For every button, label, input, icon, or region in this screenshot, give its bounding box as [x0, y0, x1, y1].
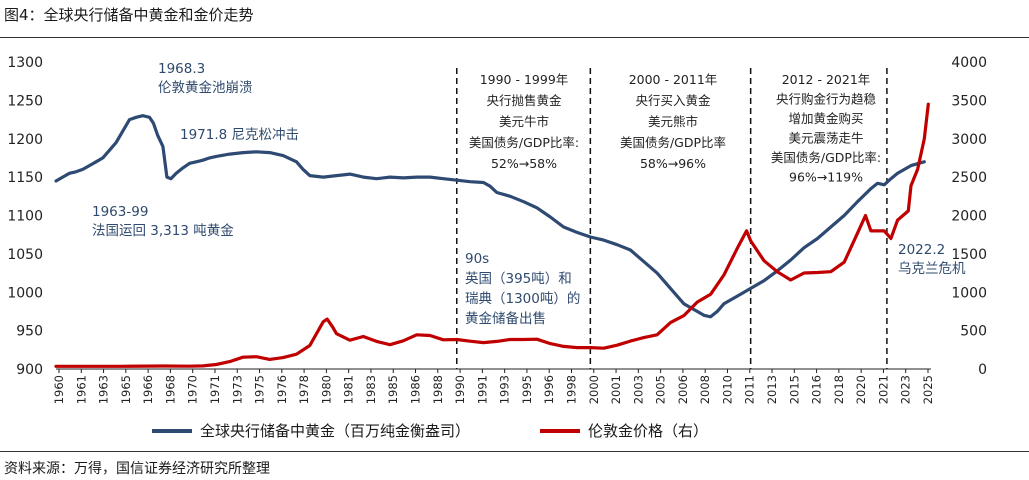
- x-tick-label: 2025: [921, 375, 935, 404]
- x-tick-label: 1970: [186, 375, 200, 404]
- legend: 全球央行储备中黄金（百万纯金衡盎司） 伦敦金价格（右）: [152, 422, 708, 440]
- annotation-line: 美国债务/GDP比率: [620, 135, 726, 150]
- x-tick-label: 2008: [698, 375, 712, 404]
- x-tick-label: 1965: [119, 375, 133, 404]
- annotation-line: 增加黄金购买: [788, 111, 863, 126]
- annotation-7: 90s 英国（395吨）和瑞典（1300吨）的黄金储备出售: [465, 251, 580, 327]
- x-tick-label: 1960: [52, 375, 66, 404]
- annotation-line: 52%→58%: [491, 156, 557, 171]
- x-tick-label: 2021: [876, 375, 890, 404]
- annotation-line: 央行购金行为趋稳: [776, 92, 877, 107]
- x-tick-label: 1981: [342, 375, 356, 404]
- legend-label: 伦敦金价格（右）: [588, 422, 708, 440]
- x-tick-label: 1961: [74, 375, 88, 404]
- x-tick-label: 2000: [587, 375, 601, 404]
- x-tick-label: 1985: [386, 375, 400, 404]
- annotation-line: 瑞典（1300吨）的: [465, 291, 580, 307]
- x-tick-label: 2006: [676, 375, 690, 404]
- x-tick-label: 1986: [409, 375, 423, 404]
- x-tick-label: 1996: [542, 375, 556, 404]
- annotation-line: 2000 - 2011年: [629, 72, 718, 87]
- x-tick-label: 2001: [609, 375, 623, 404]
- y-right-tick-label: 3000: [951, 132, 987, 148]
- figure-source: 资料来源：万得，国信证券经济研究所整理: [4, 458, 270, 478]
- annotation-line: 美国债务/GDP比率:: [771, 150, 881, 165]
- annotation-line: 英国（395吨）和: [465, 270, 572, 287]
- x-tick-label: 2013: [765, 375, 779, 404]
- y-left-tick-label: 1250: [7, 93, 43, 109]
- annotation-line: 90s: [465, 251, 489, 267]
- y-right-tick-label: 4000: [951, 55, 987, 71]
- x-tick-label: 1998: [564, 375, 578, 404]
- x-tick-label: 1995: [520, 375, 534, 404]
- annotation-1: 1968.3 伦敦黄金池崩溃: [158, 61, 253, 96]
- y-right-tick-label: 2500: [951, 170, 987, 186]
- x-tick-label: 1983: [364, 375, 378, 404]
- x-tick-label: 2011: [743, 375, 757, 404]
- x-tick-label: 1991: [475, 375, 489, 404]
- x-tick-label: 1993: [498, 375, 512, 404]
- annotation-3: 1963-99 法国运回 3,313 吨黄金: [92, 204, 234, 239]
- y-left-tick-label: 1150: [7, 170, 43, 186]
- x-tick-label: 1973: [230, 375, 244, 404]
- legend-label: 全球央行储备中黄金（百万纯金衡盎司）: [200, 422, 470, 440]
- x-tick-label: 2003: [631, 375, 645, 404]
- x-tick-label: 1966: [141, 375, 155, 404]
- y-right-tick-label: 0: [978, 362, 987, 378]
- x-tick-label: 2023: [899, 375, 913, 404]
- x-tick-label: 1990: [453, 375, 467, 404]
- annotation-line: 央行买入黄金: [635, 93, 711, 108]
- x-tick-label: 1971: [208, 375, 222, 404]
- annotation-line: 美元牛市: [499, 114, 549, 129]
- y-left-tick-label: 1050: [7, 247, 43, 263]
- annotation-line: 乌克兰危机: [898, 261, 966, 277]
- y-right-tick-label: 500: [960, 324, 987, 340]
- x-tick-label: 2020: [854, 375, 868, 404]
- x-tick-label: 1980: [319, 375, 333, 404]
- annotation-2: 1971.8 尼克松冲击: [180, 127, 299, 143]
- annotation-line: 1963-99: [92, 204, 148, 220]
- x-tick-label: 2005: [654, 375, 668, 404]
- annotation-line: 法国运回 3,313 吨黄金: [92, 223, 234, 239]
- x-tick-label: 1975: [253, 375, 267, 404]
- y-left-tick-label: 1300: [7, 55, 43, 71]
- gold-chart: 900 950 1000 1050 1100 1150 1200 1250 1300 0 500 10…: [0, 0, 1029, 480]
- annotation-line: 2012 - 2021年: [782, 72, 871, 87]
- annotation-6: 2012 - 2021年央行购金行为趋稳增加黄金购买美元震荡走牛美国债务/GDP…: [771, 72, 881, 185]
- annotation-line: 1990 - 1999年: [480, 72, 569, 87]
- annotation-line: 美元熊市: [648, 114, 698, 129]
- x-tick-label: 1976: [275, 375, 289, 404]
- x-tick-label: 2018: [832, 375, 846, 404]
- annotation-line: 美元震荡走牛: [788, 131, 863, 146]
- y-left-tick-label: 1200: [7, 132, 43, 148]
- annotation-line: 1968.3: [158, 61, 205, 77]
- annotations: 1968.3 伦敦黄金池崩溃 1971.8 尼克松冲击 1963-99 法国运回 3,3…: [92, 61, 966, 327]
- annotation-line: 央行抛售黄金: [486, 93, 562, 108]
- annotation-line: 黄金储备出售: [465, 310, 546, 327]
- x-tick-label: 1978: [297, 375, 311, 404]
- x-tick-label: 2010: [720, 375, 734, 404]
- y-left-tick-label: 1100: [7, 209, 43, 225]
- x-tick-label: 1988: [431, 375, 445, 404]
- y-left-tick-label: 950: [16, 324, 43, 340]
- y-right-tick-label: 3500: [951, 93, 987, 109]
- annotation-line: 96%→119%: [789, 170, 863, 185]
- annotation-line: 58%→96%: [640, 156, 706, 171]
- annotation-line: 2022.2: [898, 242, 945, 258]
- x-tick-label: 1963: [97, 375, 111, 404]
- x-tick-label: 1968: [163, 375, 177, 404]
- x-tick-label: 2015: [787, 375, 801, 404]
- y-right-tick-label: 1000: [951, 285, 987, 301]
- annotation-line: 1971.8 尼克松冲击: [180, 127, 299, 143]
- y-right-tick-label: 2000: [951, 209, 987, 225]
- y-left-tick-label: 900: [16, 362, 43, 378]
- y-left-tick-label: 1000: [7, 285, 43, 301]
- bottom-rule: [0, 451, 1029, 452]
- annotation-line: 美国债务/GDP比率:: [469, 135, 579, 150]
- annotation-line: 伦敦黄金池崩溃: [158, 80, 253, 96]
- x-tick-label: 2016: [810, 375, 824, 404]
